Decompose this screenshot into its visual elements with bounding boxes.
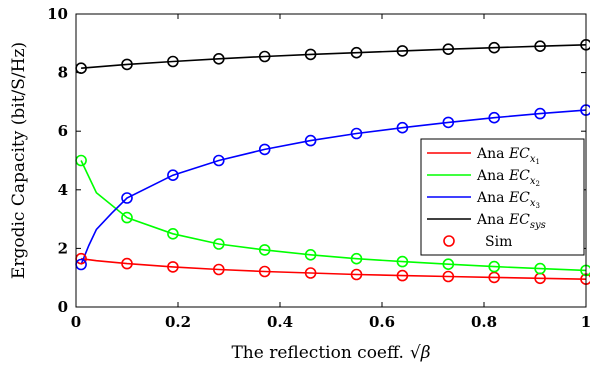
legend-sim-marker <box>443 235 455 247</box>
sim-marker <box>121 211 133 224</box>
sim-marker <box>442 116 455 129</box>
legend-label: Ana ECx3 <box>476 190 540 210</box>
y-tick-label: 8 <box>58 64 68 82</box>
y-tick-label: 10 <box>47 5 68 23</box>
legend-label: Ana ECx2 <box>476 168 540 188</box>
sim-marker <box>442 270 455 283</box>
sim-marker <box>396 255 409 268</box>
series-line-1 <box>80 257 587 280</box>
sim-marker <box>534 107 546 120</box>
sim-marker <box>396 45 409 57</box>
sim-marker <box>213 154 225 167</box>
legend-label-sim: Sim <box>485 234 512 250</box>
sim-marker <box>213 238 225 250</box>
sim-marker <box>258 143 271 156</box>
legend-label: Ana ECx1 <box>476 146 540 166</box>
sim-marker <box>488 111 501 124</box>
sim-marker <box>258 244 271 256</box>
x-tick-label: 0.2 <box>165 313 191 331</box>
sim-marker <box>258 50 271 63</box>
sim-marker <box>442 258 455 271</box>
sim-marker <box>304 249 317 261</box>
series-line-3 <box>80 109 587 265</box>
sim-marker <box>121 257 133 270</box>
y-tick-label: 4 <box>58 181 68 199</box>
x-tick-label: 0.4 <box>267 313 293 331</box>
sim-marker <box>534 40 546 53</box>
sim-marker <box>167 169 179 181</box>
series-line-4 <box>81 44 587 69</box>
sim-marker <box>442 43 455 56</box>
sim-marker <box>167 228 179 240</box>
y-tick-label: 2 <box>58 239 68 257</box>
legend-label: Ana ECsys <box>476 212 546 231</box>
sim-marker <box>167 261 179 273</box>
x-tick-label: 0 <box>71 313 81 331</box>
sim-marker <box>304 267 317 279</box>
x-tick-label: 1 <box>581 313 590 331</box>
sim-marker <box>121 192 133 204</box>
sim-marker <box>534 262 546 275</box>
series-line-2 <box>80 160 587 272</box>
sim-marker <box>167 55 179 68</box>
sim-marker <box>488 41 501 54</box>
y-tick-label: 6 <box>58 122 68 140</box>
sim-marker <box>350 127 363 140</box>
sim-marker <box>350 46 363 59</box>
sim-marker <box>121 58 133 71</box>
sim-marker <box>350 268 363 281</box>
series-lines <box>80 44 587 280</box>
sim-marker <box>488 260 501 273</box>
x-tick-label: 0.6 <box>369 313 395 331</box>
sim-marker <box>258 265 271 278</box>
sim-marker <box>350 252 363 265</box>
x-axis-label: The reflection coeff. √β <box>231 343 430 363</box>
sim-marker <box>213 263 225 276</box>
sim-marker <box>304 134 317 147</box>
plot-area-frame <box>75 13 587 308</box>
y-axis-label: Ergodic Capacity (bit/S/Hz) <box>9 42 29 279</box>
sim-marker <box>396 121 409 134</box>
sim-marker <box>304 48 317 61</box>
sim-marker <box>213 52 225 65</box>
sim-marker <box>396 269 409 282</box>
x-tick-label: 0.8 <box>471 313 497 331</box>
y-tick-label: 0 <box>58 298 68 316</box>
